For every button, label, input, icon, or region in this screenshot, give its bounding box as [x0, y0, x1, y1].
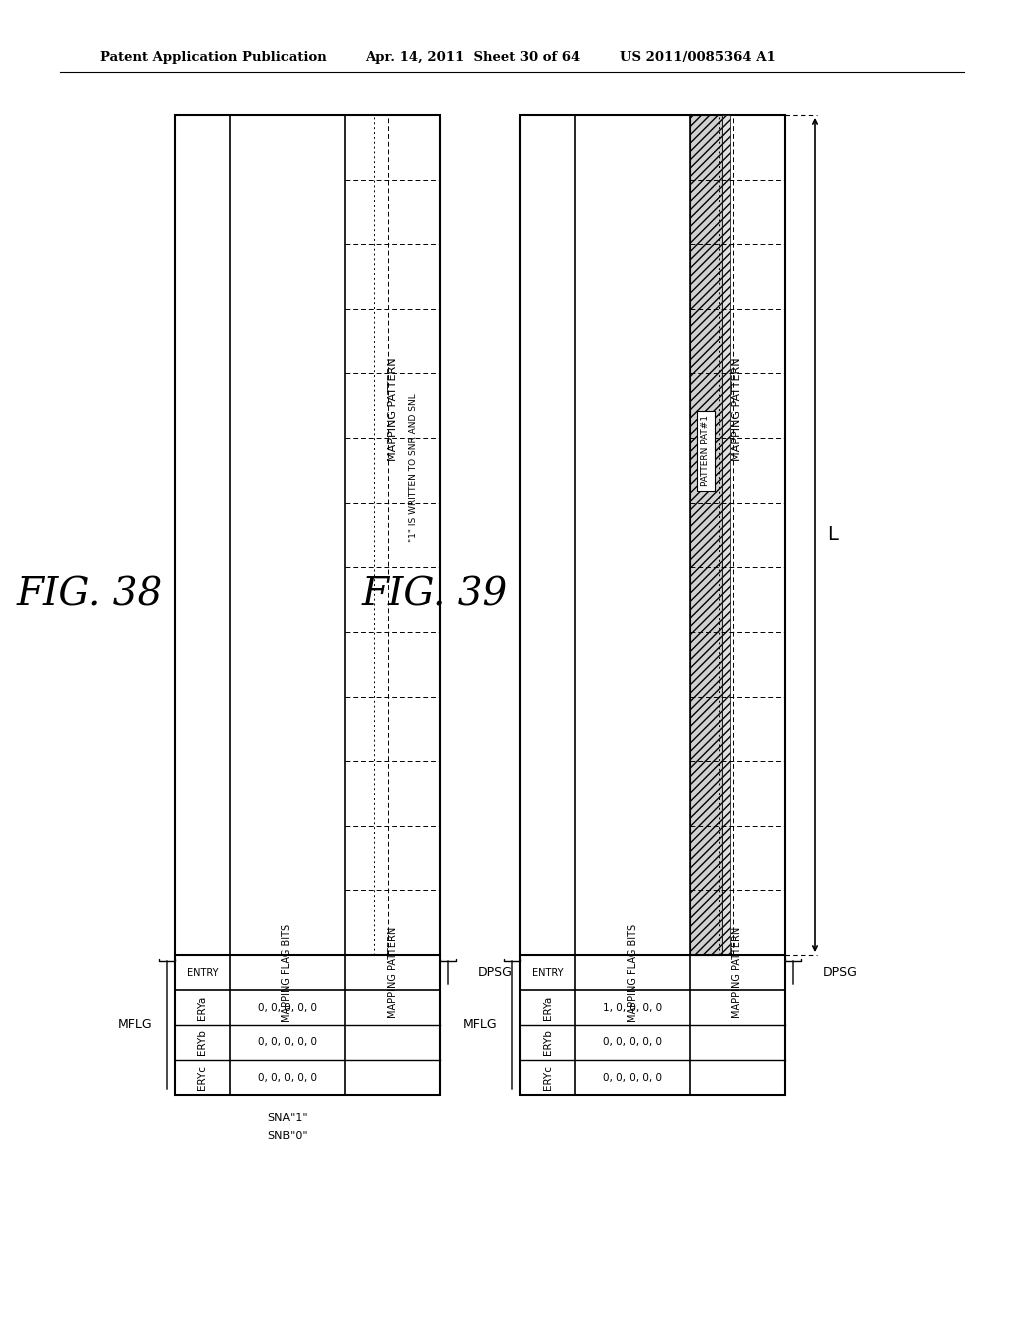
Text: 0, 0, 0, 0, 0: 0, 0, 0, 0, 0: [603, 1038, 662, 1048]
Text: L: L: [827, 525, 838, 544]
Text: MAPPING PATTERN: MAPPING PATTERN: [387, 927, 397, 1018]
Text: MAPPING FLAG BITS: MAPPING FLAG BITS: [283, 924, 293, 1022]
Text: MFLG: MFLG: [118, 1019, 153, 1031]
Text: PATTERN PAT#1: PATTERN PAT#1: [701, 416, 711, 487]
Text: MAPPING PATTERN: MAPPING PATTERN: [732, 358, 742, 461]
Text: ENTRY: ENTRY: [186, 968, 218, 978]
Text: ERYc: ERYc: [198, 1065, 208, 1090]
Text: FIG. 39: FIG. 39: [361, 577, 508, 614]
Text: 0, 0, 0, 0, 0: 0, 0, 0, 0, 0: [603, 1072, 662, 1082]
Text: ERYc: ERYc: [543, 1065, 553, 1090]
Text: MAPPING PATTERN: MAPPING PATTERN: [732, 927, 742, 1018]
Text: "1" IS WRITTEN TO SNR AND SNL: "1" IS WRITTEN TO SNR AND SNL: [409, 393, 418, 543]
Text: ERYb: ERYb: [543, 1030, 553, 1056]
Text: 0, 0, 0, 0, 0: 0, 0, 0, 0, 0: [258, 1002, 317, 1012]
Text: ERYb: ERYb: [198, 1030, 208, 1056]
Text: 1, 0, 0, 0, 0: 1, 0, 0, 0, 0: [603, 1002, 663, 1012]
Bar: [690, 115, 722, 954]
Text: DPSG: DPSG: [823, 966, 858, 979]
Text: US 2011/0085364 A1: US 2011/0085364 A1: [620, 51, 776, 65]
Text: SNA"1": SNA"1": [267, 1113, 308, 1123]
Text: MAPPING PATTERN: MAPPING PATTERN: [387, 358, 397, 461]
Bar: [722, 115, 730, 954]
Text: ERYa: ERYa: [543, 995, 553, 1019]
Bar: [520, 115, 785, 1096]
Text: 0, 0, 0, 0, 0: 0, 0, 0, 0, 0: [258, 1038, 317, 1048]
Text: 0, 0, 0, 0, 0: 0, 0, 0, 0, 0: [258, 1072, 317, 1082]
Text: MFLG: MFLG: [463, 1019, 498, 1031]
Text: ERYa: ERYa: [198, 995, 208, 1019]
Text: DPSG: DPSG: [478, 966, 513, 979]
Text: MAPPING FLAG BITS: MAPPING FLAG BITS: [628, 924, 638, 1022]
Text: Patent Application Publication: Patent Application Publication: [100, 51, 327, 65]
Text: SNB"0": SNB"0": [267, 1131, 308, 1140]
Bar: [175, 115, 440, 1096]
Text: ENTRY: ENTRY: [531, 968, 563, 978]
Text: Apr. 14, 2011  Sheet 30 of 64: Apr. 14, 2011 Sheet 30 of 64: [365, 51, 581, 65]
Text: FIG. 38: FIG. 38: [16, 577, 163, 614]
